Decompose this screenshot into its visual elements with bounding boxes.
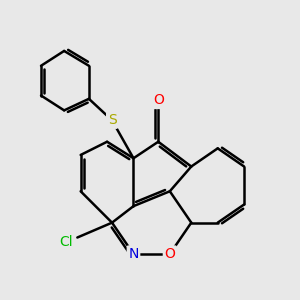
Text: S: S bbox=[108, 113, 116, 127]
Text: O: O bbox=[153, 94, 164, 107]
Text: N: N bbox=[128, 247, 139, 261]
Text: O: O bbox=[164, 247, 175, 261]
Text: Cl: Cl bbox=[59, 236, 73, 250]
